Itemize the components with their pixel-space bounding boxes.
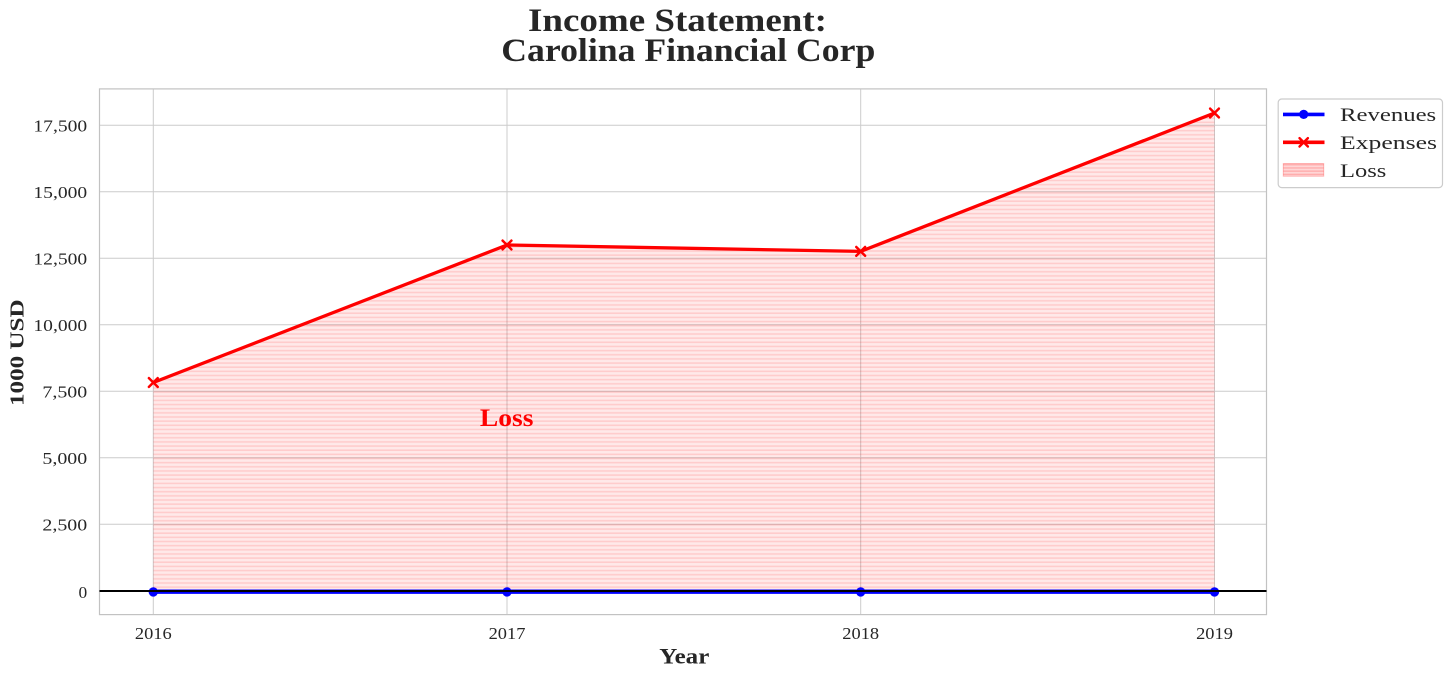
svg-text:10,000: 10,000: [33, 316, 87, 335]
svg-text:12,500: 12,500: [33, 249, 87, 268]
svg-text:17,500: 17,500: [33, 116, 87, 135]
svg-text:2017: 2017: [489, 624, 526, 643]
svg-text:Income Statement:: Income Statement:: [528, 3, 827, 39]
svg-text:Loss: Loss: [480, 405, 534, 432]
svg-text:2019: 2019: [1196, 624, 1233, 643]
svg-text:Expenses: Expenses: [1340, 133, 1437, 154]
svg-text:1000 USD: 1000 USD: [7, 299, 29, 406]
svg-text:7,500: 7,500: [42, 382, 87, 401]
svg-text:Loss: Loss: [1340, 161, 1386, 182]
svg-text:0: 0: [79, 583, 88, 602]
svg-text:Year: Year: [659, 644, 709, 669]
svg-text:2018: 2018: [842, 624, 879, 643]
svg-text:2,500: 2,500: [42, 515, 87, 534]
svg-text:5,000: 5,000: [42, 449, 87, 468]
svg-text:15,000: 15,000: [33, 183, 87, 202]
svg-text:Revenues: Revenues: [1340, 105, 1436, 126]
svg-text:2016: 2016: [135, 624, 172, 643]
svg-text:Carolina Financial Corp: Carolina Financial Corp: [501, 33, 875, 69]
